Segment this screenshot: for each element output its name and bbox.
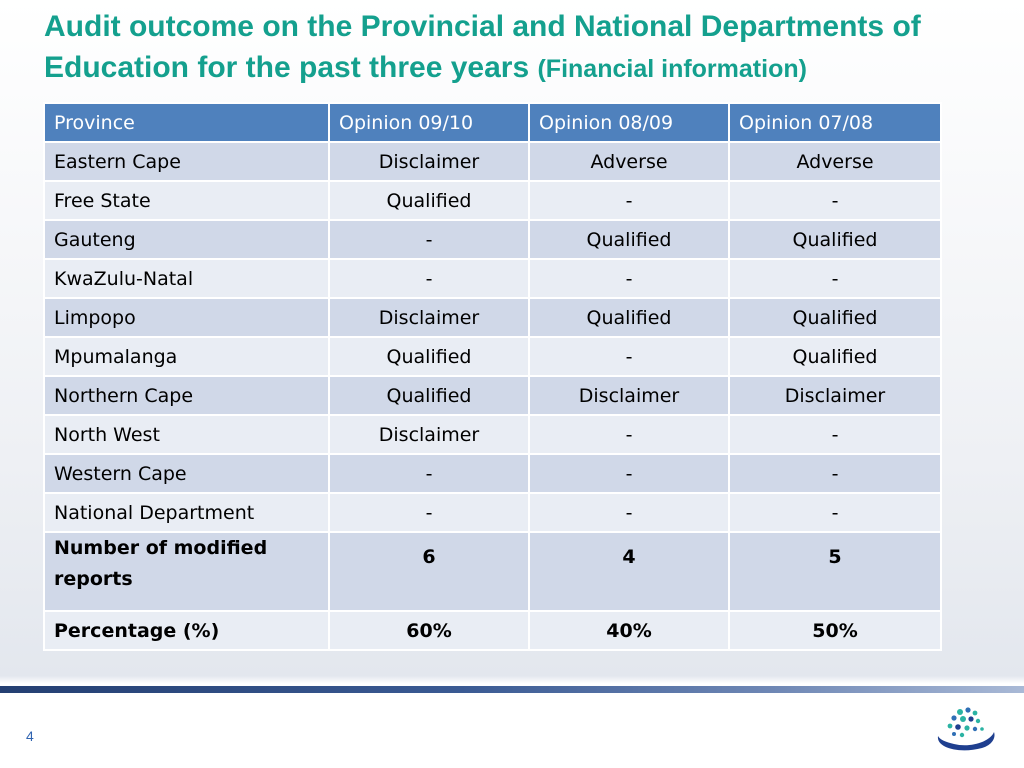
table-row: Northern Cape Qualified Disclaimer Discl… [43, 375, 942, 416]
summary-row-modified-count: Number of modified reports 6 4 5 [43, 531, 942, 612]
opinion-cell: Qualified [528, 219, 730, 260]
dotted-swoosh-logo-icon [937, 707, 995, 751]
province-cell: Gauteng [43, 219, 330, 260]
opinion-cell: - [528, 453, 730, 494]
table-row: National Department - - - [43, 492, 942, 533]
summary-value: 6 [328, 531, 530, 612]
province-cell: North West [43, 414, 330, 455]
opinion-cell: - [528, 336, 730, 377]
opinion-cell: - [728, 453, 942, 494]
opinion-cell: - [728, 258, 942, 299]
title-main: Audit outcome on the Provincial and Nati… [44, 10, 921, 84]
slide-title: Audit outcome on the Provincial and Nati… [44, 6, 1004, 90]
summary-value: 40% [528, 610, 730, 651]
opinion-cell: - [528, 492, 730, 533]
opinion-cell: Qualified [728, 297, 942, 338]
title-subtitle: (Financial information) [537, 55, 807, 83]
province-cell: Mpumalanga [43, 336, 330, 377]
header-province: Province [43, 102, 330, 143]
table-row: North West Disclaimer - - [43, 414, 942, 455]
footer-rule [0, 686, 1024, 693]
opinion-cell: - [528, 414, 730, 455]
summary-value: 5 [728, 531, 942, 612]
table-row: Free State Qualified - - [43, 180, 942, 221]
header-opinion-0708: Opinion 07/08 [728, 102, 942, 143]
table-row: Western Cape - - - [43, 453, 942, 494]
opinion-cell: - [728, 180, 942, 221]
opinion-cell: - [728, 414, 942, 455]
page-number: 4 [26, 728, 34, 744]
opinion-cell: - [528, 258, 730, 299]
summary-row-percentage: Percentage (%) 60% 40% 50% [43, 610, 942, 651]
summary-value: 60% [328, 610, 530, 651]
province-cell: KwaZulu-Natal [43, 258, 330, 299]
province-cell: Limpopo [43, 297, 330, 338]
summary-value: 50% [728, 610, 942, 651]
opinion-cell: - [328, 453, 530, 494]
opinion-cell: - [328, 258, 530, 299]
opinion-cell: Qualified [328, 336, 530, 377]
province-cell: Free State [43, 180, 330, 221]
summary-label: Number of modified reports [43, 531, 330, 612]
opinion-cell: Qualified [728, 336, 942, 377]
audit-outcome-table: Province Opinion 09/10 Opinion 08/09 Opi… [43, 102, 942, 651]
table-header-row: Province Opinion 09/10 Opinion 08/09 Opi… [43, 102, 942, 143]
header-opinion-0910: Opinion 09/10 [328, 102, 530, 143]
table-row: Mpumalanga Qualified - Qualified [43, 336, 942, 377]
summary-value: 4 [528, 531, 730, 612]
opinion-cell: Qualified [328, 180, 530, 221]
header-opinion-0809: Opinion 08/09 [528, 102, 730, 143]
province-cell: National Department [43, 492, 330, 533]
opinion-cell: - [728, 492, 942, 533]
table-row: KwaZulu-Natal - - - [43, 258, 942, 299]
province-cell: Eastern Cape [43, 141, 330, 182]
opinion-cell: Adverse [728, 141, 942, 182]
opinion-cell: Disclaimer [328, 414, 530, 455]
opinion-cell: Disclaimer [528, 375, 730, 416]
table-row: Limpopo Disclaimer Qualified Qualified [43, 297, 942, 338]
opinion-cell: Qualified [328, 375, 530, 416]
opinion-cell: Disclaimer [328, 141, 530, 182]
opinion-cell: Disclaimer [728, 375, 942, 416]
opinion-cell: Qualified [528, 297, 730, 338]
opinion-cell: - [328, 492, 530, 533]
opinion-cell: Disclaimer [328, 297, 530, 338]
opinion-cell: Qualified [728, 219, 942, 260]
province-cell: Western Cape [43, 453, 330, 494]
province-cell: Northern Cape [43, 375, 330, 416]
opinion-cell: - [528, 180, 730, 221]
table-row: Gauteng - Qualified Qualified [43, 219, 942, 260]
table-row: Eastern Cape Disclaimer Adverse Adverse [43, 141, 942, 182]
summary-label: Percentage (%) [43, 610, 330, 651]
opinion-cell: Adverse [528, 141, 730, 182]
opinion-cell: - [328, 219, 530, 260]
